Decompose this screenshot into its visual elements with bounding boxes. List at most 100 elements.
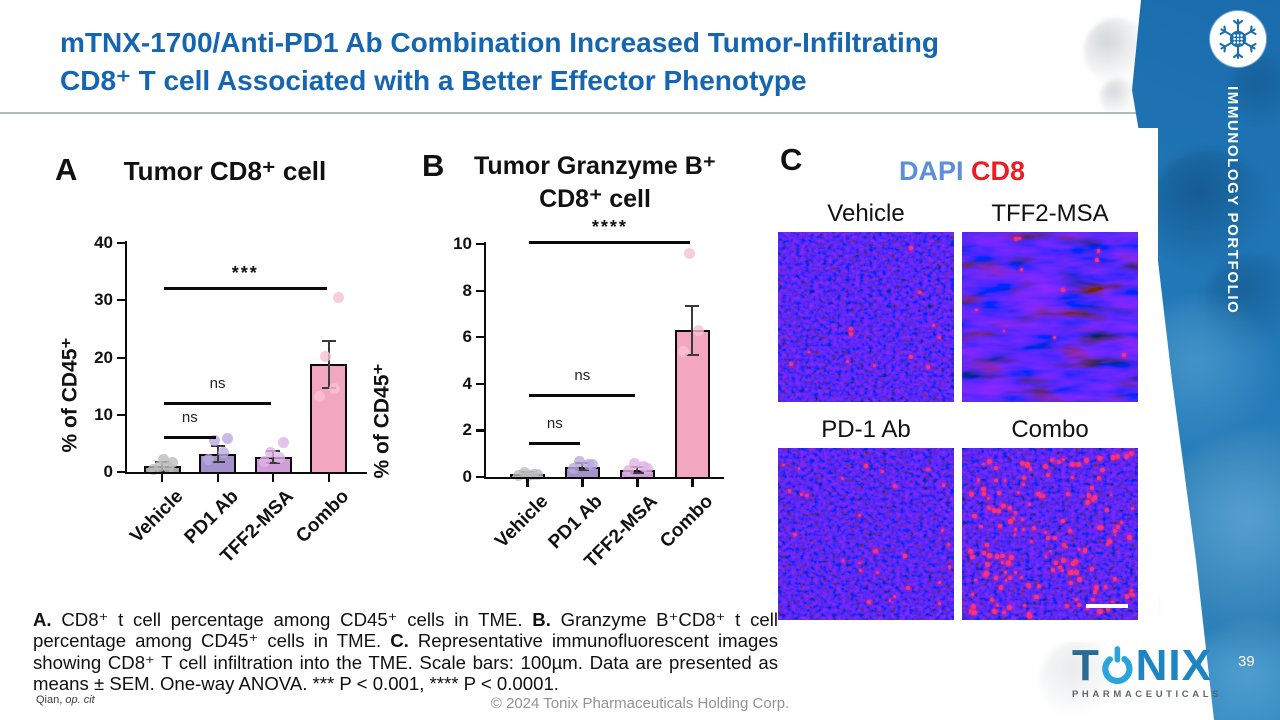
cd8-cell-dot [1038, 495, 1042, 498]
cd8-cell-dot [985, 562, 990, 567]
tonix-logo: T NIX PHARMACEUTICALS [1072, 644, 1218, 701]
cd8-cell-dot [1071, 561, 1076, 566]
cd8-cell-dot [1002, 610, 1006, 615]
cd8-cell-dot [938, 336, 942, 340]
cd8-cell-dot [1128, 451, 1134, 456]
panel-a-chart: A Tumor CD8⁺ cell % of CD45⁺ *** ns ns 0 10 2… [35, 148, 395, 580]
cd8-cell-dot [981, 487, 986, 492]
significance-label: ns [546, 415, 563, 433]
cd8-cell-dot [1050, 567, 1055, 572]
cd8-cell-dot [1112, 528, 1118, 534]
cd8-cell-dot [1076, 602, 1082, 608]
decor-bubble [1205, 255, 1280, 350]
cd8-cell-dot [1058, 565, 1062, 570]
panel-a-plot-area: *** ns ns 0 10 20 30 40 Vehicle PD1 Ab TFF2-MSA Com… [35, 148, 395, 580]
cd8-cell-dot [1109, 493, 1113, 497]
cd8-cell-dot [1128, 592, 1132, 596]
y-tick-label: 0 [462, 467, 472, 486]
cd8-cell-dot [985, 543, 989, 547]
cd8-cell-dot [1089, 566, 1095, 571]
cd8-cell-dot [1113, 533, 1117, 537]
micrograph-pd1ab [778, 448, 954, 620]
immunology-portfolio-logo [1210, 11, 1266, 67]
cd8-cell-dot [918, 290, 922, 295]
cd8-cell-dot [841, 558, 845, 562]
x-category-label: Vehicle [125, 486, 187, 548]
cd8-cell-dot [981, 462, 985, 466]
cd8-cell-dot [1008, 505, 1013, 510]
copyright-text: © 2024 Tonix Pharmaceuticals Holding Cor… [490, 695, 790, 712]
cd8-cell-dot [909, 245, 914, 250]
cd8-cell-dot [1077, 577, 1083, 583]
y-tick-label: 40 [94, 233, 113, 252]
cd8-cell-dot [1002, 329, 1006, 333]
cd8-cell-dot [1068, 581, 1073, 586]
cd8-cell-dot [1110, 455, 1116, 460]
cd8-cell-dot [1032, 526, 1036, 530]
cd8-cell-dot [1073, 559, 1078, 564]
cd8-cell-dot [1016, 491, 1020, 495]
micrograph-label-tff2msa: TFF2-MSA [991, 200, 1109, 227]
cd8-cell-dot [1053, 336, 1056, 339]
cd8-cell-dot [987, 459, 993, 465]
cd8-cell-dot [1107, 539, 1112, 544]
panel-b-title: Tumor Granzyme B⁺ CD8⁺ cell [474, 152, 716, 213]
cd8-cell-dot [968, 492, 974, 498]
panel-b-chart: B Tumor Granzyme B⁺ CD8⁺ cell % of CD45⁺… [371, 148, 770, 580]
cd8-cell-dot [987, 553, 992, 558]
cd8-cell-dot [1004, 570, 1008, 574]
cd8-cell-dot [1014, 528, 1018, 532]
cd8-cell-dot [1019, 575, 1024, 580]
cd8-cell-dot [1013, 510, 1018, 515]
y-tick-label: 20 [94, 347, 113, 367]
page-number: 39 [1238, 653, 1255, 670]
cd8-cell-dot [986, 505, 991, 510]
cd8-cell-dot [1083, 457, 1089, 463]
micrograph-combo [962, 448, 1138, 620]
slide-title: mTNX-1700/Anti-PD1 Ab Combination Increa… [60, 24, 1070, 100]
cd8-cell-dot [909, 355, 914, 360]
cd8-cell-dot [1017, 236, 1022, 241]
cd8-cell-dot [1131, 592, 1136, 597]
cd8-cell-dot [998, 585, 1004, 590]
cd8-cell-dot [982, 491, 987, 496]
cd8-cell-dot [1029, 539, 1034, 543]
panel-b-label: B [422, 148, 445, 183]
cd8-cell-dot [787, 489, 792, 493]
cd8-cell-dot [874, 549, 878, 553]
cd8-cell-dot [1097, 524, 1103, 530]
cd8-cell-dot [1044, 554, 1048, 558]
x-category-label: Combo [292, 486, 354, 548]
cd8-cell-dot [873, 364, 876, 367]
title-divider [0, 112, 1137, 114]
cd8-cell-dot [1045, 535, 1051, 540]
cd8-cell-dot [995, 603, 1000, 608]
cd8-cell-dot [972, 513, 977, 519]
cd8-cell-dot [992, 508, 997, 513]
cd8-cell-dot [888, 599, 892, 602]
cd8-cell-dot [979, 524, 983, 529]
cd8-cell-dot [970, 593, 974, 596]
cd8-cell-dot [941, 483, 945, 487]
figure-caption: A. CD8⁺ t cell percentage among CD45⁺ ce… [33, 608, 778, 695]
cd8-cell-dot [864, 464, 868, 468]
snowflake-immune-icon [1219, 18, 1257, 60]
y-tick-label: 2 [462, 420, 472, 440]
x-category-label: Combo [656, 491, 718, 553]
cd8-cell-dot [1049, 457, 1055, 463]
cd8-cell-dot [1065, 604, 1070, 609]
y-tick-label: 8 [462, 280, 472, 300]
cd8-cell-dot [1003, 479, 1007, 483]
cd8-cell-dot [792, 532, 797, 537]
cd8-cell-dot [849, 327, 853, 331]
cd8-cell-dot [1077, 548, 1081, 552]
cd8-cell-dot [1024, 462, 1030, 468]
cd8-cell-dot [1028, 467, 1033, 471]
cd8-cell-dot [905, 585, 910, 590]
scale-bar [1086, 604, 1128, 608]
cd8-cell-dot [1093, 590, 1097, 594]
cd8-cell-dot [1094, 584, 1100, 591]
cd8-cell-dot [1041, 494, 1045, 498]
cd8-cell-dot [1119, 520, 1124, 525]
cd8-cell-dot [931, 323, 936, 327]
